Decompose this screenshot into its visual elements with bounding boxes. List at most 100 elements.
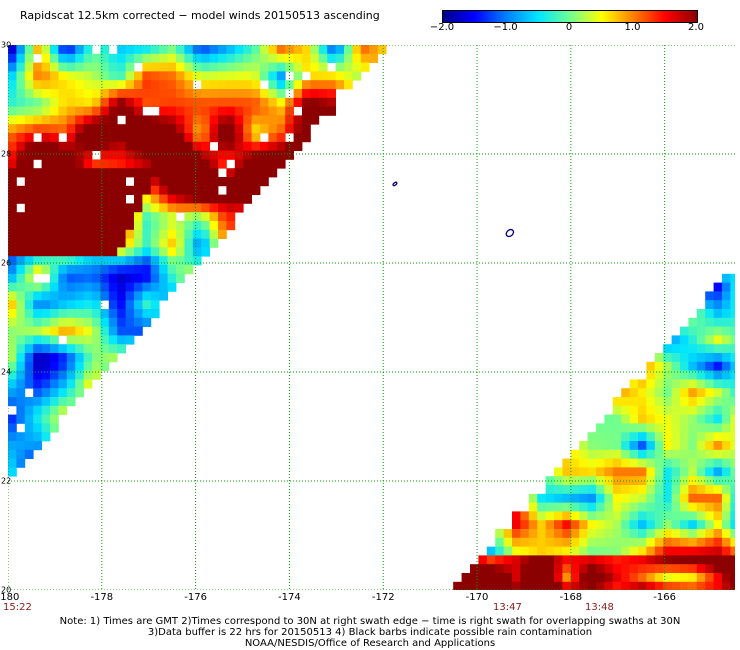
data-cell [50, 397, 59, 407]
data-cell [142, 212, 152, 222]
data-cell [150, 53, 160, 63]
data-cell [92, 300, 101, 310]
data-cell [705, 502, 714, 512]
data-cell [117, 344, 126, 354]
data-cell [176, 80, 185, 90]
data-cell [201, 159, 210, 169]
data-cell [41, 335, 51, 345]
data-cell [117, 256, 126, 266]
data-cell [125, 238, 135, 248]
data-cell [167, 115, 177, 125]
data-cell [234, 159, 244, 169]
data-cell [134, 45, 143, 55]
data-cell [352, 62, 362, 72]
data-cell [142, 247, 152, 257]
data-cell [33, 423, 42, 433]
data-cell [654, 529, 664, 539]
data-cell [58, 71, 68, 81]
data-cell [33, 414, 42, 424]
data-cell [159, 168, 168, 178]
data-cell [722, 335, 731, 345]
data-cell [33, 115, 42, 125]
data-cell [621, 564, 630, 574]
data-cell [680, 361, 689, 371]
data-cell [50, 45, 59, 55]
data-cell [663, 441, 672, 451]
data-cell [545, 529, 555, 539]
data-cell [75, 273, 84, 283]
data-cell [302, 97, 311, 107]
data-cell [696, 529, 706, 539]
data-cell [24, 238, 34, 248]
data-cell [545, 511, 555, 521]
data-cell [302, 89, 311, 99]
data-cell [16, 397, 26, 407]
data-cell [226, 185, 236, 195]
data-cell [218, 212, 227, 222]
data-cell [66, 256, 76, 266]
data-cell [75, 247, 84, 257]
data-cell [108, 221, 118, 231]
data-cell [680, 397, 689, 407]
data-cell [100, 326, 110, 336]
data-cell [50, 344, 59, 354]
data-cell [58, 168, 68, 178]
data-cell [713, 441, 723, 451]
data-cell [730, 511, 735, 521]
data-cell [226, 221, 236, 231]
data-cell [587, 529, 597, 539]
data-cell [671, 353, 681, 363]
data-cell [730, 317, 735, 327]
data-cell [638, 458, 647, 468]
data-cell [688, 467, 698, 477]
data-cell [260, 115, 269, 125]
data-cell [512, 573, 521, 583]
data-cell [192, 141, 202, 151]
data-cell [486, 581, 496, 590]
data-cell [302, 62, 311, 72]
data-cell [268, 124, 278, 134]
data-cell [596, 441, 605, 451]
data-cell [276, 115, 286, 125]
data-cell [554, 555, 563, 565]
data-cell [722, 273, 731, 283]
data-cell [75, 229, 84, 239]
data-cell [24, 106, 34, 116]
data-cell [629, 555, 639, 565]
data-cell [713, 564, 723, 574]
data-cell [318, 71, 328, 81]
data-cell [243, 133, 252, 143]
data-cell [192, 62, 202, 72]
data-cell [66, 53, 76, 63]
data-cell [150, 265, 160, 275]
data-cell [108, 97, 118, 107]
data-cell [184, 221, 194, 231]
data-cell [184, 89, 194, 99]
data-cell [722, 344, 731, 354]
data-cell [604, 423, 614, 433]
data-cell [621, 581, 630, 590]
data-cell [705, 317, 714, 327]
data-cell [512, 555, 521, 565]
data-cell [243, 150, 252, 160]
data-cell [234, 124, 244, 134]
data-cell [192, 89, 202, 99]
data-cell [117, 291, 126, 301]
data-cell [562, 458, 572, 468]
data-cell [176, 45, 185, 55]
data-cell [638, 485, 647, 495]
data-cell [209, 177, 219, 187]
data-cell [621, 511, 630, 521]
data-cell [58, 97, 68, 107]
data-cell [495, 555, 504, 565]
data-cell [696, 493, 706, 503]
data-cell [117, 335, 126, 345]
data-cell [696, 511, 706, 521]
data-cell [201, 221, 210, 231]
data-cell [24, 185, 34, 195]
data-cell [75, 265, 84, 275]
data-cell [108, 291, 118, 301]
data-cell [705, 432, 714, 442]
data-cell [100, 212, 110, 222]
data-cell [713, 467, 723, 477]
